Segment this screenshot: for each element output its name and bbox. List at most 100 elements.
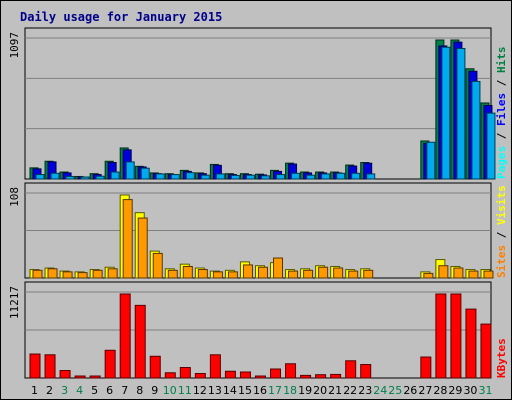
bar-kbytes — [435, 293, 447, 379]
bar-kbytes — [330, 373, 342, 379]
x-tick-label: 15 — [238, 384, 252, 397]
bar-pages — [456, 47, 466, 180]
bar-kbytes — [345, 360, 357, 379]
bar-sites — [62, 271, 73, 279]
x-tick-label: 31 — [478, 384, 492, 397]
x-tick-label: 8 — [136, 384, 143, 397]
bar-pages — [291, 172, 301, 180]
legend: Pages / Files / Hits — [495, 47, 508, 180]
legend-entry: Hits — [495, 47, 508, 74]
bar-pages — [486, 112, 496, 180]
bar-kbytes — [315, 374, 327, 379]
bar-sites — [318, 266, 329, 279]
bar-pages — [200, 174, 210, 180]
x-tick-label: 5 — [91, 384, 98, 397]
x-tick-label: 23 — [358, 384, 372, 397]
panel-kbytes: 11217 KBytes — [8, 281, 508, 379]
bar-kbytes — [164, 372, 176, 379]
bar-sites — [77, 272, 88, 279]
chart-title: Daily usage for January 2015 — [20, 10, 222, 24]
legend-entry: Visits — [495, 185, 508, 225]
bar-kbytes — [300, 374, 312, 379]
bar-pages — [245, 174, 255, 180]
panel-plot-area — [24, 27, 492, 180]
bar-kbytes — [89, 375, 101, 379]
bar-sites — [197, 269, 208, 279]
bar-sites — [423, 272, 434, 279]
bar-pages — [95, 175, 105, 180]
bar-pages — [215, 173, 225, 180]
bar-sites — [107, 268, 118, 279]
bar-kbytes — [224, 370, 236, 379]
x-tick-label: 30 — [463, 384, 477, 397]
bar-kbytes — [74, 375, 86, 379]
y-max-label: 11217 — [8, 286, 21, 319]
x-tick-label: 7 — [121, 384, 128, 397]
legend: KBytes — [495, 338, 508, 378]
bar-sites — [303, 269, 314, 279]
bar-sites — [137, 217, 148, 279]
legend-entry: Files — [495, 93, 508, 126]
bar-sites — [182, 265, 193, 279]
x-tick-label: 22 — [343, 384, 357, 397]
bar-sites — [47, 268, 58, 279]
bar-pages — [185, 172, 195, 180]
x-tick-label: 9 — [151, 384, 158, 397]
bar-pages — [35, 174, 45, 180]
x-tick-label: 27 — [418, 384, 432, 397]
bar-pages — [426, 141, 436, 180]
x-tick-label: 18 — [283, 384, 297, 397]
bar-pages — [230, 174, 240, 180]
x-axis-day-labels: 1 2 3 4 5 6 7 8 9 10 11 12 13 14 15 16 17 18 19 20 21 22 23 24 2… — [31, 384, 492, 397]
bar-sites — [242, 264, 253, 279]
bar-kbytes — [104, 349, 116, 379]
panel-visits-sites: 108 Sites / Visits — [8, 182, 508, 279]
bar-kbytes — [450, 293, 462, 379]
x-tick-label: 13 — [208, 384, 222, 397]
legend-entry: Pages — [495, 146, 508, 179]
bar-kbytes — [194, 373, 206, 379]
x-tick-label: 17 — [268, 384, 282, 397]
bar-kbytes — [119, 293, 131, 379]
bar-kbytes — [134, 304, 146, 379]
bar-kbytes — [254, 375, 266, 379]
bar-sites — [333, 267, 344, 279]
legend-entry: / — [495, 73, 508, 93]
bar-pages — [110, 171, 120, 180]
x-tick-label: 24 — [373, 384, 387, 397]
bar-kbytes — [270, 368, 282, 379]
legend-entry: / — [495, 225, 508, 245]
bar-pages — [441, 46, 451, 180]
bar-sites — [212, 271, 223, 279]
bar-kbytes — [179, 367, 191, 379]
bar-pages — [336, 172, 346, 180]
bar-sites — [438, 265, 449, 279]
bar-kbytes — [29, 353, 41, 379]
x-tick-label: 21 — [328, 384, 342, 397]
bar-sites — [363, 269, 374, 279]
bar-pages — [276, 174, 286, 180]
x-tick-label: 26 — [403, 384, 417, 397]
bar-sites — [257, 266, 268, 279]
bar-pages — [351, 172, 361, 180]
bar-kbytes — [465, 308, 477, 379]
bar-sites — [152, 252, 163, 279]
bar-pages — [366, 173, 376, 180]
bar-kbytes — [420, 356, 432, 379]
bar-kbytes — [44, 354, 56, 379]
bar-sites — [483, 270, 494, 279]
x-tick-label: 29 — [448, 384, 462, 397]
bar-sites — [468, 270, 479, 279]
bar-pages — [80, 176, 90, 180]
bar-pages — [155, 173, 165, 180]
bar-pages — [306, 174, 316, 180]
x-tick-label: 6 — [106, 384, 113, 397]
x-tick-label: 10 — [163, 384, 177, 397]
bar-pages — [260, 175, 270, 180]
bar-pages — [125, 161, 135, 180]
legend-entry: / — [495, 126, 508, 146]
bar-sites — [288, 270, 299, 279]
bar-pages — [140, 167, 150, 180]
